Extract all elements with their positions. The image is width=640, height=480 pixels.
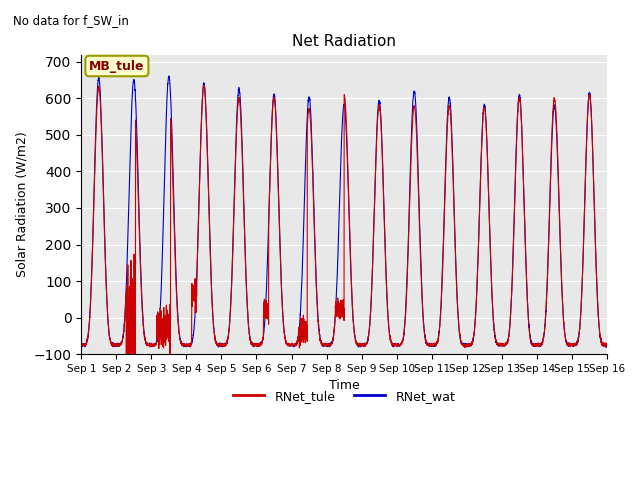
Legend: RNet_tule, RNet_wat: RNet_tule, RNet_wat	[228, 385, 460, 408]
X-axis label: Time: Time	[329, 379, 360, 393]
Text: No data for f_SW_in: No data for f_SW_in	[13, 14, 129, 27]
Text: MB_tule: MB_tule	[89, 60, 145, 72]
Title: Net Radiation: Net Radiation	[292, 34, 396, 49]
Y-axis label: Solar Radiation (W/m2): Solar Radiation (W/m2)	[15, 132, 28, 277]
